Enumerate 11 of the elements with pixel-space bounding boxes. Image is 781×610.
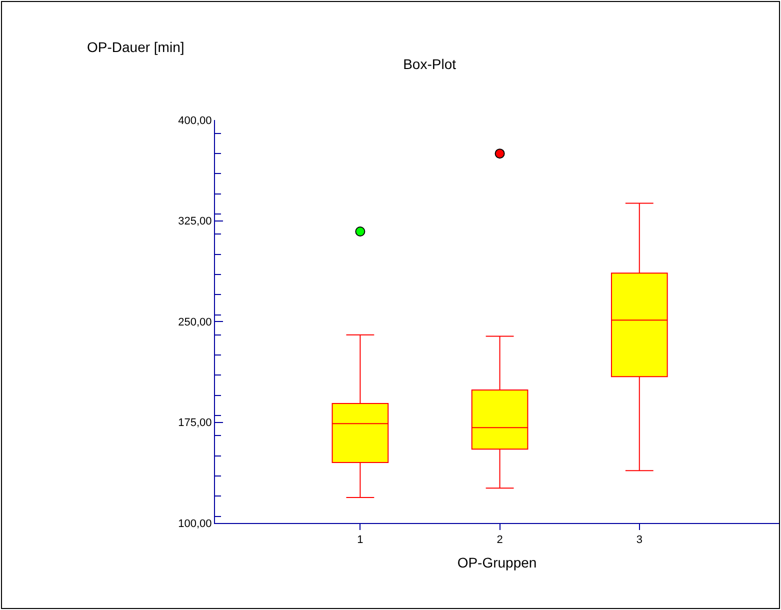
chart-title: Box-Plot xyxy=(403,56,456,72)
x-tick-label: 2 xyxy=(496,534,503,546)
y-tick-label: 175,00 xyxy=(178,417,212,430)
y-tick-label: 400,00 xyxy=(178,114,212,127)
y-tick-label: 250,00 xyxy=(178,316,212,328)
x-tick-label: 3 xyxy=(636,534,642,546)
y-axis-title: OP-Dauer [min] xyxy=(87,39,184,55)
y-tick-label: 325,00 xyxy=(178,216,212,228)
x-tick-label: 1 xyxy=(357,534,364,546)
x-axis-title: OP-Gruppen xyxy=(457,554,537,570)
y-tick-label: 100,00 xyxy=(178,518,212,530)
